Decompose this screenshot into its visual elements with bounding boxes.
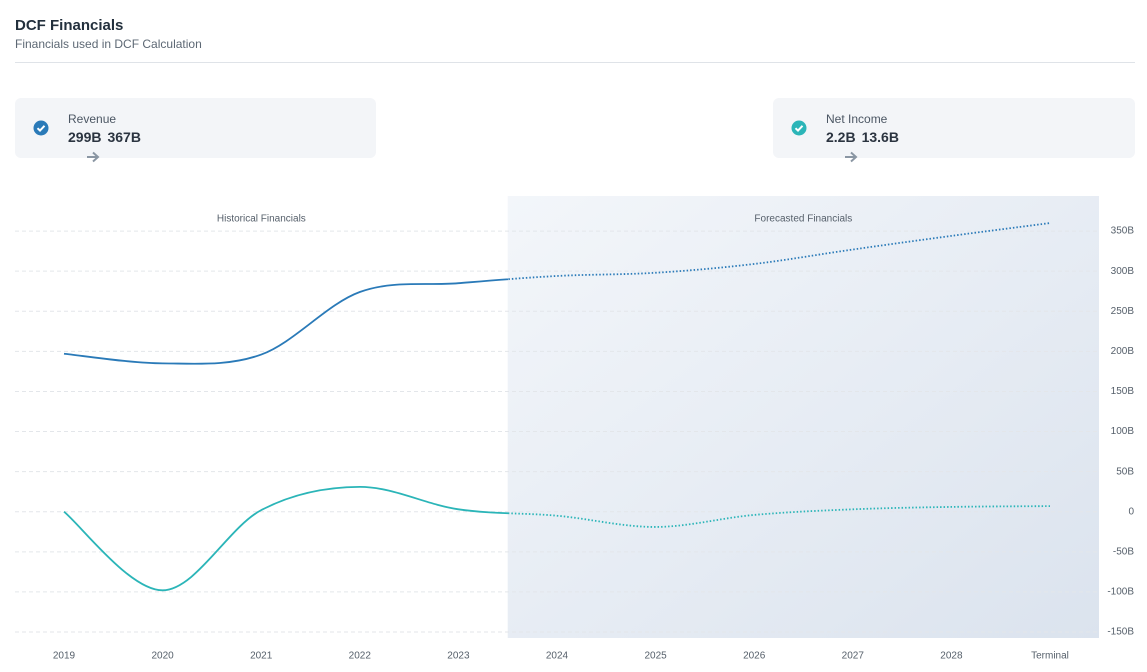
y-tick-label: 100B <box>1111 426 1135 437</box>
x-tick-label: 2027 <box>842 651 865 662</box>
x-tick-label: 2023 <box>447 651 470 662</box>
metric-values: 299B 367B <box>68 129 141 163</box>
series-line-forecast <box>508 222 1051 281</box>
metric-label: Net Income <box>826 112 888 126</box>
arrow-icon <box>845 151 858 163</box>
metric-label: Revenue <box>68 112 117 126</box>
page-title: DCF Financials <box>15 17 124 34</box>
x-tick-label: 2021 <box>250 651 273 662</box>
annotation: Historical Financials <box>217 214 306 225</box>
metric-card[interactable]: Net Income 2.2B 13.6B <box>773 98 1135 163</box>
annotation: Forecasted Financials <box>754 214 852 225</box>
forecast-region <box>507 196 1099 638</box>
series-line-forecast <box>508 505 1051 528</box>
x-tick-label: 2026 <box>743 651 766 662</box>
divider <box>15 62 1135 63</box>
y-tick-label: -50B <box>1113 546 1134 557</box>
y-tick-label: 250B <box>1111 306 1135 317</box>
metric-to: 367B <box>107 129 141 145</box>
x-tick-label: Terminal <box>1031 651 1069 662</box>
y-tick-label: 200B <box>1111 346 1135 357</box>
y-tick-label: 300B <box>1111 266 1135 277</box>
x-tick-label: 2024 <box>546 651 569 662</box>
metric-values: 2.2B 13.6B <box>826 129 899 163</box>
metric-card[interactable]: Revenue 299B 367B <box>15 98 376 163</box>
x-tick-label: 2025 <box>644 651 667 662</box>
x-tick-label: 2020 <box>151 651 174 662</box>
y-tick-label: 150B <box>1111 386 1135 397</box>
series-line-historical <box>63 278 508 365</box>
series-line-historical <box>63 485 508 592</box>
x-tick-label: 2019 <box>53 651 76 662</box>
page-subtitle: Financials used in DCF Calculation <box>15 37 202 51</box>
check-icon <box>33 120 49 136</box>
y-tick-label: 350B <box>1111 226 1135 237</box>
x-tick-label: 2022 <box>349 651 372 662</box>
y-tick-label: 50B <box>1116 466 1134 477</box>
check-icon <box>791 120 807 136</box>
metric-from: 299B <box>68 129 102 145</box>
y-tick-label: -150B <box>1107 627 1134 638</box>
y-tick-label: 0 <box>1128 506 1134 517</box>
metric-from: 2.2B <box>826 129 856 145</box>
metric-to: 13.6B <box>861 129 899 145</box>
y-tick-label: -100B <box>1107 587 1134 598</box>
arrow-icon <box>87 151 100 163</box>
x-tick-label: 2028 <box>940 651 963 662</box>
